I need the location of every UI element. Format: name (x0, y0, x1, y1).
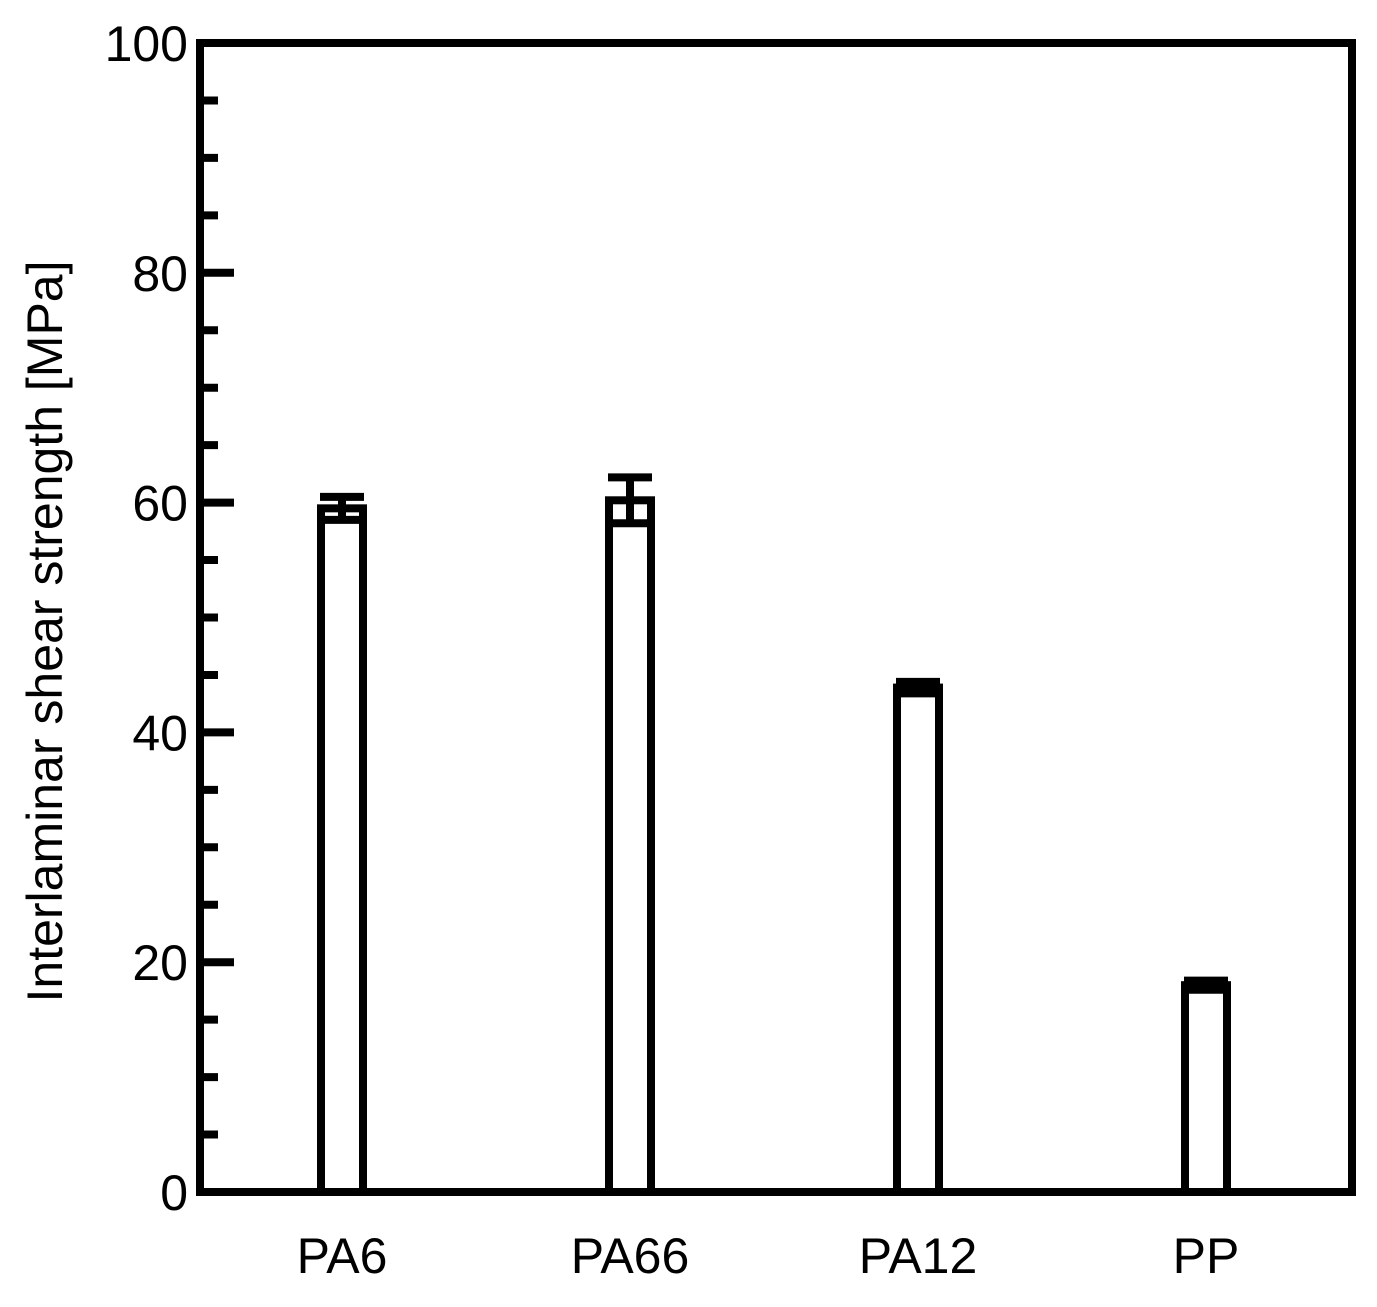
y-tick-label: 0 (160, 1165, 188, 1221)
bar-pp (1181, 981, 1231, 1196)
y-tick-label: 100 (105, 16, 188, 72)
plot-frame (196, 39, 1356, 1196)
y-tick-label: 80 (132, 246, 188, 302)
bar-pa6 (317, 504, 367, 1197)
x-tick-labels: PA6 PA66 PA12 PP (297, 1228, 1240, 1284)
x-tick-label-pa66: PA66 (571, 1228, 690, 1284)
bars-layer (317, 473, 1231, 1197)
x-tick-label-pa12: PA12 (859, 1228, 978, 1284)
y-tick-label: 20 (132, 935, 188, 991)
bar-pa12 (893, 683, 943, 1196)
x-tick-label-pp: PP (1173, 1228, 1240, 1284)
y-axis-label: Interlaminar shear strength [MPa] (17, 261, 73, 1003)
x-tick-label-pa6: PA6 (297, 1228, 388, 1284)
y-ticks-layer: 0 20 40 60 80 100 (105, 16, 234, 1221)
y-tick-label: 40 (132, 705, 188, 761)
bar-pa66 (605, 496, 655, 1196)
y-tick-label: 60 (132, 476, 188, 532)
